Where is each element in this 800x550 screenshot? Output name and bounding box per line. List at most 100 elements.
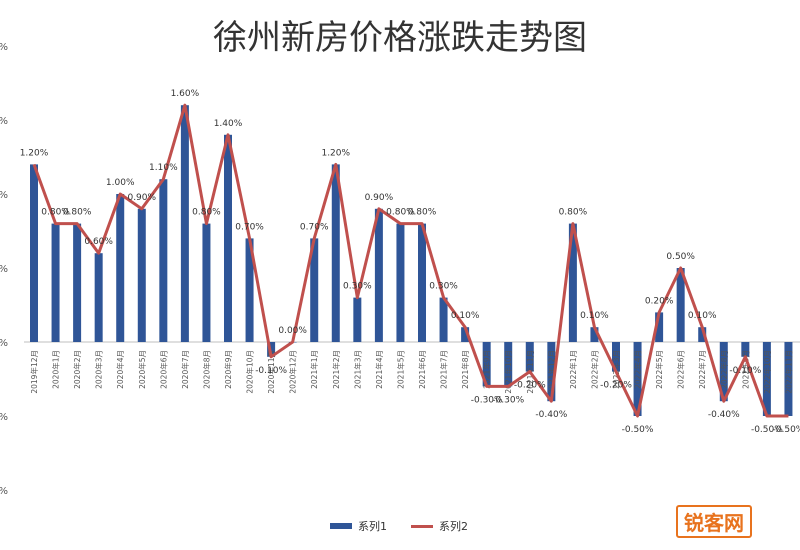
data-label: 0.80% <box>41 208 70 218</box>
bar <box>461 327 470 342</box>
x-tick-label: 2020年1月 <box>51 350 61 389</box>
data-label: -0.30% <box>492 395 524 405</box>
legend-swatch-bar <box>330 523 352 529</box>
x-tick-label: 2022年6月 <box>676 350 686 389</box>
data-label: 1.20% <box>321 148 350 158</box>
bar <box>331 164 340 342</box>
legend-swatch-line <box>411 524 433 528</box>
bar <box>568 223 577 342</box>
bar <box>612 342 620 372</box>
data-label: 0.60% <box>84 237 113 247</box>
bar <box>655 312 664 342</box>
bar <box>396 223 405 342</box>
bar <box>224 134 232 342</box>
data-label: 0.00% <box>278 326 307 336</box>
data-label: 0.80% <box>63 208 92 218</box>
x-tick-label: 2022年7月 <box>697 350 707 389</box>
data-label: -0.10% <box>729 366 761 376</box>
series-line <box>32 103 789 418</box>
bar <box>547 342 556 402</box>
x-tick-label: 2019年12月 <box>29 350 39 394</box>
legend-label-series2: 系列2 <box>439 520 468 533</box>
bar <box>180 105 189 342</box>
bar <box>418 223 426 342</box>
data-label: 0.50% <box>666 252 695 262</box>
legend-item-series2: 系列2 <box>411 518 468 534</box>
x-tick-label: 2021年10月 <box>503 350 513 394</box>
data-label: 0.10% <box>580 311 609 321</box>
x-tick-label: 2020年9月 <box>223 350 233 389</box>
data-label: 0.80% <box>408 208 437 218</box>
x-tick-label: 2021年4月 <box>374 350 384 389</box>
x-tick-label: 2022年5月 <box>654 350 664 389</box>
data-label: -0.50% <box>773 425 800 435</box>
bar <box>698 327 707 342</box>
y-tick-label: 2.00% <box>0 42 8 53</box>
data-label: -0.20% <box>600 381 632 391</box>
x-tick-label: 2020年10月 <box>245 350 255 394</box>
bar <box>676 268 685 342</box>
x-tick-label: 2021年2月 <box>331 350 341 389</box>
y-tick-label: -1.00% <box>0 486 8 497</box>
bar <box>73 223 82 342</box>
bar <box>116 194 125 342</box>
x-tick-label: 2022年9月 <box>740 350 750 389</box>
legend-item-series1: 系列1 <box>330 518 387 534</box>
data-label: 0.80% <box>192 208 221 218</box>
bar <box>202 223 211 342</box>
y-tick-label: 0.50% <box>0 264 8 275</box>
data-label: 1.20% <box>20 148 49 158</box>
bar <box>439 297 448 342</box>
x-tick-label: 2020年2月 <box>72 350 82 389</box>
x-tick-label: 2020年3月 <box>94 350 104 389</box>
data-label: 0.80% <box>386 208 415 218</box>
x-tick-label: 2021年12月 <box>546 350 556 394</box>
bar <box>159 179 168 342</box>
x-tick-label: 2021年6月 <box>417 350 427 389</box>
data-label: 1.10% <box>149 163 178 173</box>
y-tick-label: -0.50% <box>0 412 8 423</box>
x-tick-label: 2022年8月 <box>719 350 729 389</box>
x-tick-label: 2020年8月 <box>201 350 211 389</box>
data-label: -0.20% <box>514 381 546 391</box>
y-tick-label: 1.50% <box>0 116 8 127</box>
bar <box>245 238 254 342</box>
data-label: 0.10% <box>688 311 717 321</box>
x-tick-label: 2020年5月 <box>137 350 147 389</box>
data-label: -0.40% <box>708 410 740 420</box>
x-tick-label: 2021年7月 <box>439 350 449 389</box>
bar <box>633 342 642 416</box>
bar <box>504 342 513 387</box>
x-tick-label: 2021年5月 <box>395 350 405 389</box>
data-label: 0.30% <box>429 282 458 292</box>
data-label: -0.50% <box>751 425 783 435</box>
x-tick-label: 2020年11月 <box>266 350 276 394</box>
x-tick-label: 2021年3月 <box>352 350 362 389</box>
data-label: 0.30% <box>343 282 372 292</box>
x-tick-label: 2020年12月 <box>288 350 298 394</box>
bar <box>741 342 750 357</box>
data-label: 0.70% <box>300 222 329 232</box>
data-label: 1.60% <box>171 89 200 99</box>
y-tick-label: 0.00% <box>0 338 8 349</box>
data-label: 1.40% <box>214 119 243 129</box>
bar <box>51 223 60 342</box>
x-tick-label: 2022年10月 <box>762 350 772 394</box>
data-label: -0.10% <box>255 366 287 376</box>
x-tick-label: 2020年4月 <box>115 350 125 389</box>
x-tick-label: 2021年8月 <box>460 350 470 389</box>
data-label: -0.50% <box>622 425 654 435</box>
bar <box>353 297 362 342</box>
data-label: 0.10% <box>451 311 480 321</box>
bar <box>719 342 728 402</box>
data-label: 0.80% <box>559 208 588 218</box>
data-label: -0.40% <box>535 410 567 420</box>
x-tick-label: 2021年1月 <box>309 350 319 389</box>
x-tick-label: 2022年2月 <box>589 350 599 389</box>
x-tick-label: 2020年7月 <box>180 350 190 389</box>
x-tick-label: 2022年11月 <box>783 350 793 394</box>
bar <box>525 342 534 372</box>
watermark-logo: 锐客网 <box>676 505 752 538</box>
bar <box>137 208 146 342</box>
